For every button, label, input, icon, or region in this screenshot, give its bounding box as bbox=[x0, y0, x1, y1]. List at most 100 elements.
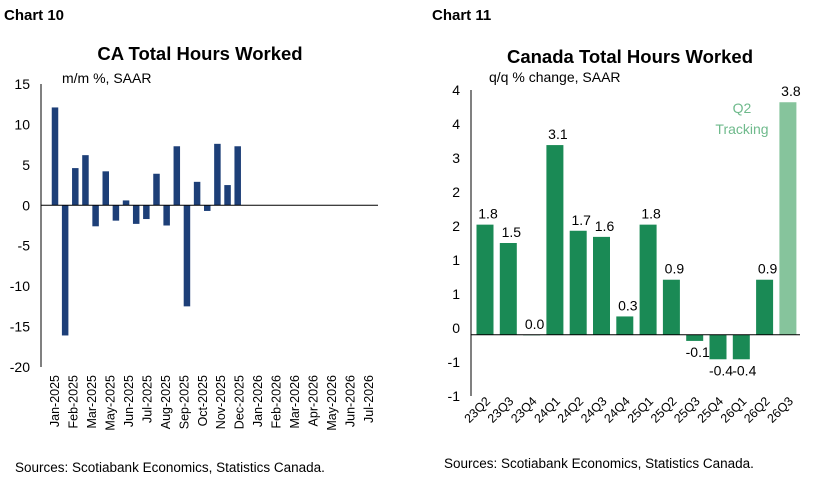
left-x-tick-label: Jun-2025 bbox=[122, 375, 136, 427]
right-y-tick-label: 4 bbox=[452, 116, 460, 132]
right-bar bbox=[639, 224, 657, 335]
left-chart-label: Chart 10 bbox=[4, 7, 64, 24]
right-y-tick-label: 2 bbox=[452, 184, 460, 200]
right-data-label: 0.3 bbox=[618, 297, 638, 313]
right-bar bbox=[686, 334, 704, 341]
right-y-tick-label: -1 bbox=[448, 354, 461, 370]
right-data-label: 0.0 bbox=[525, 316, 545, 332]
left-y-tick-label: 10 bbox=[14, 116, 30, 132]
left-y-tick-label: -15 bbox=[10, 319, 30, 335]
right-bar bbox=[709, 334, 727, 360]
right-x-axis-ticks: 23Q223Q323Q424Q124Q224Q324Q425Q125Q225Q3… bbox=[462, 394, 796, 426]
right-x-tick-label: 24Q3 bbox=[578, 394, 610, 426]
left-x-tick-label: Sep-2025 bbox=[177, 375, 191, 429]
right-x-tick-label: 24Q4 bbox=[601, 394, 633, 426]
left-y-tick-label: 5 bbox=[22, 157, 30, 173]
left-source: Sources: Scotiabank Economics, Statistic… bbox=[15, 460, 325, 475]
right-y-tick-label: -1 bbox=[448, 388, 461, 404]
left-bar bbox=[112, 205, 120, 221]
left-x-tick-label: Jul-2025 bbox=[140, 375, 154, 423]
right-x-tick-label: 24Q2 bbox=[555, 394, 587, 426]
tracking-annotation-line1: Q2 bbox=[733, 100, 752, 116]
left-bar bbox=[51, 107, 59, 206]
left-x-tick-label: May-2025 bbox=[103, 375, 117, 431]
right-data-label: 3.1 bbox=[548, 126, 568, 142]
left-x-axis-ticks: Jan-2025 Feb-2025 Mar-2025 May-2025 Jun-2025… bbox=[48, 375, 376, 431]
left-x-tick-label: Feb-2025 bbox=[66, 375, 80, 429]
right-chart-label: Chart 11 bbox=[432, 7, 491, 24]
right-x-tick-label: 23Q2 bbox=[462, 394, 494, 426]
right-x-tick-label: 24Q1 bbox=[531, 394, 563, 426]
left-bars bbox=[51, 107, 241, 336]
right-y-tick-label: 4 bbox=[452, 82, 460, 98]
left-x-tick-label: Jan-2025 bbox=[48, 375, 62, 427]
right-bar bbox=[616, 316, 634, 335]
right-bar bbox=[499, 243, 517, 335]
right-data-label: -0.4 bbox=[732, 362, 756, 378]
left-x-tick-label: Aug-2025 bbox=[159, 375, 173, 429]
right-data-label: 1.8 bbox=[478, 206, 498, 222]
right-x-tick-label: 26Q3 bbox=[764, 394, 796, 426]
right-bar bbox=[593, 236, 610, 335]
right-bar bbox=[756, 279, 774, 335]
left-y-tick-label: 0 bbox=[22, 197, 30, 213]
right-data-label: 0.9 bbox=[758, 261, 778, 277]
left-y-tick-label: 15 bbox=[14, 76, 30, 92]
right-y-tick-label: 3 bbox=[452, 150, 460, 166]
right-data-labels: 1.81.50.03.11.7 1.60.31.80.9-0.1-0.4 -0.40… bbox=[478, 83, 801, 378]
right-x-tick-label: 25Q3 bbox=[671, 394, 703, 426]
left-x-tick-label: Jan-2026 bbox=[251, 375, 265, 427]
right-bar bbox=[546, 145, 564, 335]
left-bar bbox=[173, 146, 181, 206]
left-x-tick-label: Apr-2026 bbox=[307, 375, 321, 426]
right-x-tick-label: 23Q3 bbox=[485, 394, 517, 426]
left-chart: Chart 10 CA Total Hours Worked m/m %, SA… bbox=[4, 7, 378, 475]
right-source: Sources: Scotiabank Economics, Statistic… bbox=[444, 456, 754, 471]
left-x-tick-label: Nov-2025 bbox=[214, 375, 228, 429]
right-data-label: 1.7 bbox=[571, 212, 591, 228]
right-y-tick-label: 1 bbox=[452, 286, 460, 302]
left-x-tick-label: Jul-2026 bbox=[362, 375, 376, 423]
right-x-tick-label: 25Q1 bbox=[625, 394, 657, 426]
right-y-tick-label: 2 bbox=[452, 218, 460, 234]
left-y-tick-label: -20 bbox=[10, 359, 30, 375]
left-bar bbox=[224, 185, 231, 206]
left-bar bbox=[183, 205, 191, 307]
right-data-label: -0.1 bbox=[686, 344, 710, 360]
left-bar bbox=[132, 205, 140, 224]
left-bar bbox=[204, 205, 211, 211]
right-data-label: 1.8 bbox=[641, 206, 661, 222]
right-bars bbox=[476, 102, 797, 360]
right-x-tick-label: 25Q2 bbox=[648, 394, 680, 426]
left-chart-subtitle: m/m %, SAAR bbox=[62, 70, 151, 86]
right-bar bbox=[662, 279, 680, 335]
left-bar bbox=[143, 205, 150, 220]
right-x-tick-label: 23Q4 bbox=[508, 394, 540, 426]
left-bar bbox=[92, 205, 99, 227]
right-bar bbox=[476, 224, 494, 335]
left-x-tick-label: Dec-2025 bbox=[233, 375, 247, 429]
left-x-tick-label: Mar-2026 bbox=[288, 375, 302, 429]
left-bar bbox=[82, 155, 89, 206]
left-y-tick-label: -5 bbox=[18, 238, 31, 254]
right-bar bbox=[732, 334, 750, 360]
left-bar bbox=[234, 146, 241, 206]
right-chart-subtitle: q/q % change, SAAR bbox=[489, 69, 621, 85]
right-data-label: -0.4 bbox=[709, 362, 733, 378]
left-bar bbox=[153, 173, 160, 206]
left-bar bbox=[122, 200, 130, 206]
tracking-annotation-line2: Tracking bbox=[715, 121, 768, 137]
left-x-tick-label: Mar-2025 bbox=[85, 375, 99, 429]
right-chart-title: Canada Total Hours Worked bbox=[507, 46, 753, 67]
left-bar bbox=[102, 171, 109, 206]
right-data-label: 1.5 bbox=[502, 224, 522, 240]
left-chart-title: CA Total Hours Worked bbox=[97, 43, 302, 64]
right-data-label: 1.6 bbox=[595, 218, 615, 234]
right-x-tick-label: 26Q1 bbox=[718, 394, 750, 426]
left-bar bbox=[72, 168, 79, 206]
left-x-tick-label: Oct-2025 bbox=[196, 375, 210, 426]
right-x-tick-label: 25Q4 bbox=[695, 394, 727, 426]
right-x-tick-label: 26Q2 bbox=[741, 394, 773, 426]
left-y-axis-ticks: 15 10 5 0 -5 -10 -15 -20 bbox=[10, 76, 30, 375]
